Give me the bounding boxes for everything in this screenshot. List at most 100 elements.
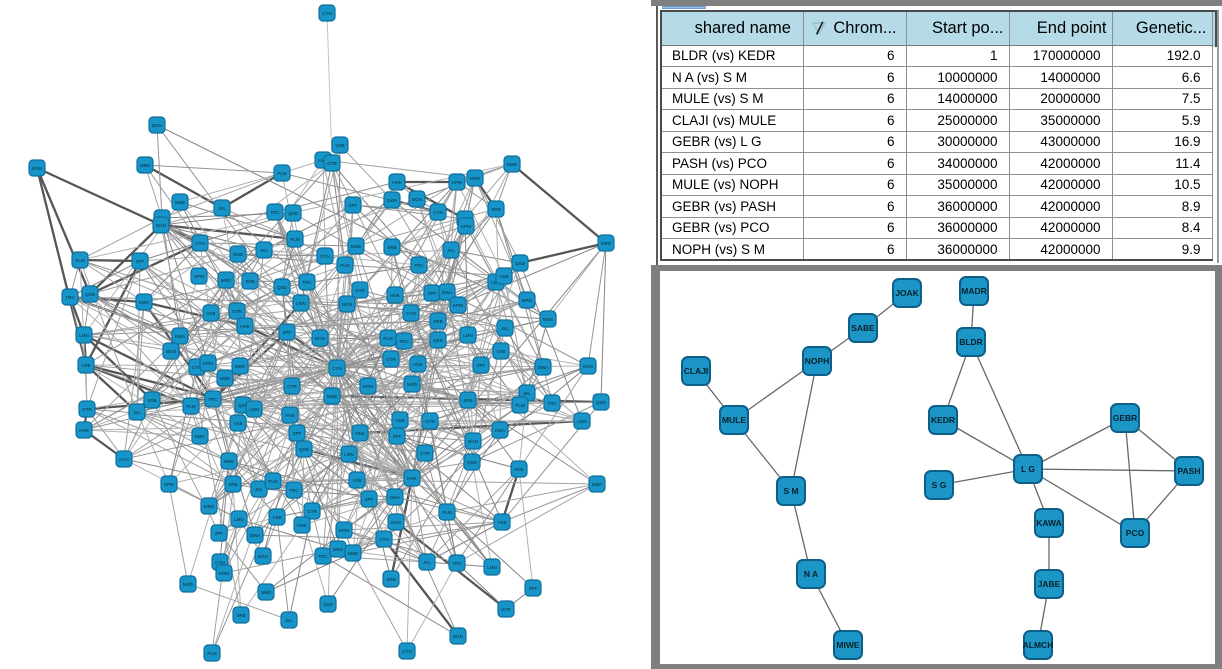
svg-text:KAWA: KAWA — [1036, 518, 1062, 528]
svg-text:JOAK: JOAK — [895, 288, 919, 298]
svg-text:PLM: PLM — [442, 510, 452, 515]
svg-text:JKL: JKL — [218, 206, 226, 211]
svg-text:DWA: DWA — [195, 434, 205, 439]
svg-text:MRD: MRD — [221, 278, 232, 283]
svg-text:LMN: LMN — [234, 517, 244, 522]
svg-text:ZPF: ZPF — [428, 291, 437, 296]
svg-text:SRB: SRB — [387, 245, 396, 250]
svg-text:QSD: QSD — [467, 460, 478, 465]
svg-text:ALMCH: ALMCH — [1023, 640, 1054, 650]
svg-text:KPM: KPM — [219, 571, 229, 576]
svg-text:CYN: CYN — [192, 365, 202, 370]
svg-text:JKL: JKL — [133, 410, 141, 415]
svg-text:MRD: MRD — [140, 163, 151, 168]
svg-text:KPM: KPM — [194, 274, 204, 279]
svg-text:CYN: CYN — [320, 254, 330, 259]
svg-text:VXB: VXB — [497, 520, 506, 525]
svg-text:HNK: HNK — [297, 523, 307, 528]
svg-text:TRC: TRC — [270, 210, 280, 215]
svg-text:CYN: CYN — [402, 649, 412, 654]
svg-text:PLM: PLM — [277, 171, 287, 176]
svg-text:KEDR: KEDR — [931, 415, 955, 425]
svg-text:ZPF: ZPF — [136, 259, 145, 264]
svg-text:VXB: VXB — [499, 274, 508, 279]
svg-text:PLM: PLM — [515, 403, 525, 408]
svg-text:GTR: GTR — [327, 161, 337, 166]
svg-text:NWE: NWE — [507, 162, 518, 167]
svg-text:ZPF: ZPF — [477, 363, 486, 368]
svg-text:MRD: MRD — [601, 241, 612, 246]
svg-text:NWE: NWE — [233, 252, 244, 257]
svg-text:NWE: NWE — [327, 394, 338, 399]
svg-text:GTR: GTR — [425, 419, 435, 424]
svg-text:S G: S G — [932, 480, 947, 490]
svg-text:MRD: MRD — [522, 298, 533, 303]
svg-text:JABE: JABE — [1038, 579, 1061, 589]
svg-text:KPM: KPM — [363, 384, 373, 389]
svg-text:SRB: SRB — [491, 207, 500, 212]
svg-text:JKL: JKL — [447, 248, 455, 253]
svg-text:GTR: GTR — [287, 384, 297, 389]
svg-text:PLM: PLM — [290, 237, 300, 242]
svg-text:HNK: HNK — [514, 467, 524, 472]
svg-text:NWE: NWE — [220, 376, 231, 381]
svg-text:QSD: QSD — [288, 211, 299, 216]
svg-text:DWA: DWA — [442, 290, 452, 295]
svg-text:VXB: VXB — [272, 515, 281, 520]
svg-text:BGN: BGN — [391, 520, 401, 525]
svg-text:KPM: KPM — [453, 303, 463, 308]
svg-text:NWE: NWE — [348, 551, 359, 556]
svg-text:SABE: SABE — [851, 323, 875, 333]
svg-text:JKL: JKL — [255, 487, 263, 492]
svg-text:HNK: HNK — [392, 180, 402, 185]
svg-text:BGN: BGN — [152, 123, 162, 128]
svg-text:VXB: VXB — [352, 478, 361, 483]
svg-text:BGN: BGN — [342, 302, 352, 307]
svg-text:CYN: CYN — [195, 241, 205, 246]
svg-text:SRB: SRB — [236, 613, 245, 618]
svg-text:L G: L G — [1021, 464, 1035, 474]
svg-text:LMN: LMN — [79, 333, 89, 338]
svg-text:BLDR: BLDR — [959, 337, 983, 347]
svg-text:PLM: PLM — [268, 479, 278, 484]
svg-text:TRC: TRC — [65, 295, 75, 300]
svg-text:ZPF: ZPF — [529, 586, 538, 591]
svg-text:PLM: PLM — [75, 258, 85, 263]
svg-text:VXB: VXB — [81, 363, 90, 368]
svg-text:LMN: LMN — [344, 452, 354, 457]
svg-text:CYN: CYN — [406, 311, 416, 316]
svg-text:BGN: BGN — [315, 336, 325, 341]
svg-text:PLM: PLM — [340, 263, 350, 268]
svg-text:ZPF: ZPF — [393, 434, 402, 439]
svg-text:LMN: LMN — [463, 333, 473, 338]
svg-text:QSD: QSD — [277, 285, 288, 290]
svg-text:LMN: LMN — [296, 301, 306, 306]
svg-text:HNK: HNK — [390, 293, 400, 298]
svg-text:MULE: MULE — [722, 415, 746, 425]
svg-text:CYN: CYN — [433, 210, 443, 215]
svg-text:NOPH: NOPH — [805, 356, 830, 366]
svg-text:QSD: QSD — [433, 338, 444, 343]
svg-text:MRD: MRD — [407, 382, 418, 387]
svg-text:BGN: BGN — [468, 439, 478, 444]
svg-text:SRB: SRB — [228, 482, 237, 487]
svg-text:HNK: HNK — [79, 428, 89, 433]
svg-text:NWE: NWE — [261, 590, 272, 595]
svg-text:ZPF: ZPF — [215, 531, 224, 536]
svg-text:ZPF: ZPF — [293, 431, 302, 436]
svg-text:JKL: JKL — [523, 391, 531, 396]
svg-text:ZPF: ZPF — [365, 497, 374, 502]
svg-text:CYN: CYN — [332, 366, 342, 371]
svg-text:JKL: JKL — [423, 560, 431, 565]
svg-text:GTR: GTR — [232, 309, 242, 314]
svg-text:KPM: KPM — [461, 224, 471, 229]
svg-text:VXB: VXB — [496, 349, 505, 354]
svg-text:GTR: GTR — [82, 407, 92, 412]
svg-text:GTR: GTR — [420, 451, 430, 456]
svg-text:LMN: LMN — [487, 565, 497, 570]
svg-text:S M: S M — [783, 486, 798, 496]
svg-text:DWA: DWA — [390, 495, 400, 500]
svg-text:NWE: NWE — [351, 244, 362, 249]
svg-text:JKL: JKL — [285, 618, 293, 623]
svg-text:TRC: TRC — [208, 397, 218, 402]
